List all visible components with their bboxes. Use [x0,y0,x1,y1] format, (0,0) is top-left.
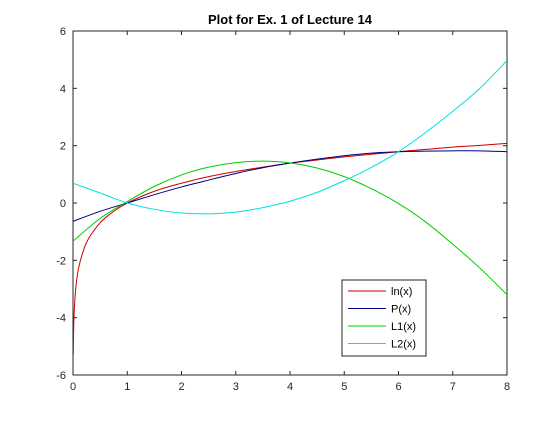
chart-title: Plot for Ex. 1 of Lecture 14 [208,12,373,27]
series-line-3 [73,60,507,215]
x-tick-label-8: 8 [504,381,510,393]
x-tick-label-5: 5 [341,381,347,393]
x-tick-label-6: 6 [395,381,401,393]
y-tick-label-3: 0 [60,198,66,210]
y-tick-label-2: -2 [56,255,66,267]
legend: ln(x) P(x) L1(x) L2(x) [341,279,427,357]
x-tick-label-7: 7 [450,381,456,393]
plot-area [73,31,507,375]
legend-label-3: L2(x) [391,339,416,351]
legend-label-2: L1(x) [391,321,416,333]
x-tick-label-3: 3 [233,381,239,393]
y-tick-label-5: 4 [60,83,66,95]
series-line-2 [73,160,507,296]
legend-label-0: ln(x) [391,286,412,298]
y-tick-label-6: 6 [60,26,66,38]
x-tick-label-1: 1 [124,381,130,393]
plot-background [73,31,507,375]
y-tick-label-4: 2 [60,141,66,153]
x-tick-label-2: 2 [178,381,184,393]
legend-label-1: P(x) [391,304,411,316]
x-tick-label-4: 4 [287,381,293,393]
y-tick-label-1: -4 [56,313,66,325]
axes: 0 1 2 3 4 5 6 7 8 -6 -4 -2 0 2 4 6 [56,26,510,393]
series-layer [73,60,507,355]
y-tick-label-0: -6 [56,370,66,382]
x-tick-label-0: 0 [70,381,76,393]
